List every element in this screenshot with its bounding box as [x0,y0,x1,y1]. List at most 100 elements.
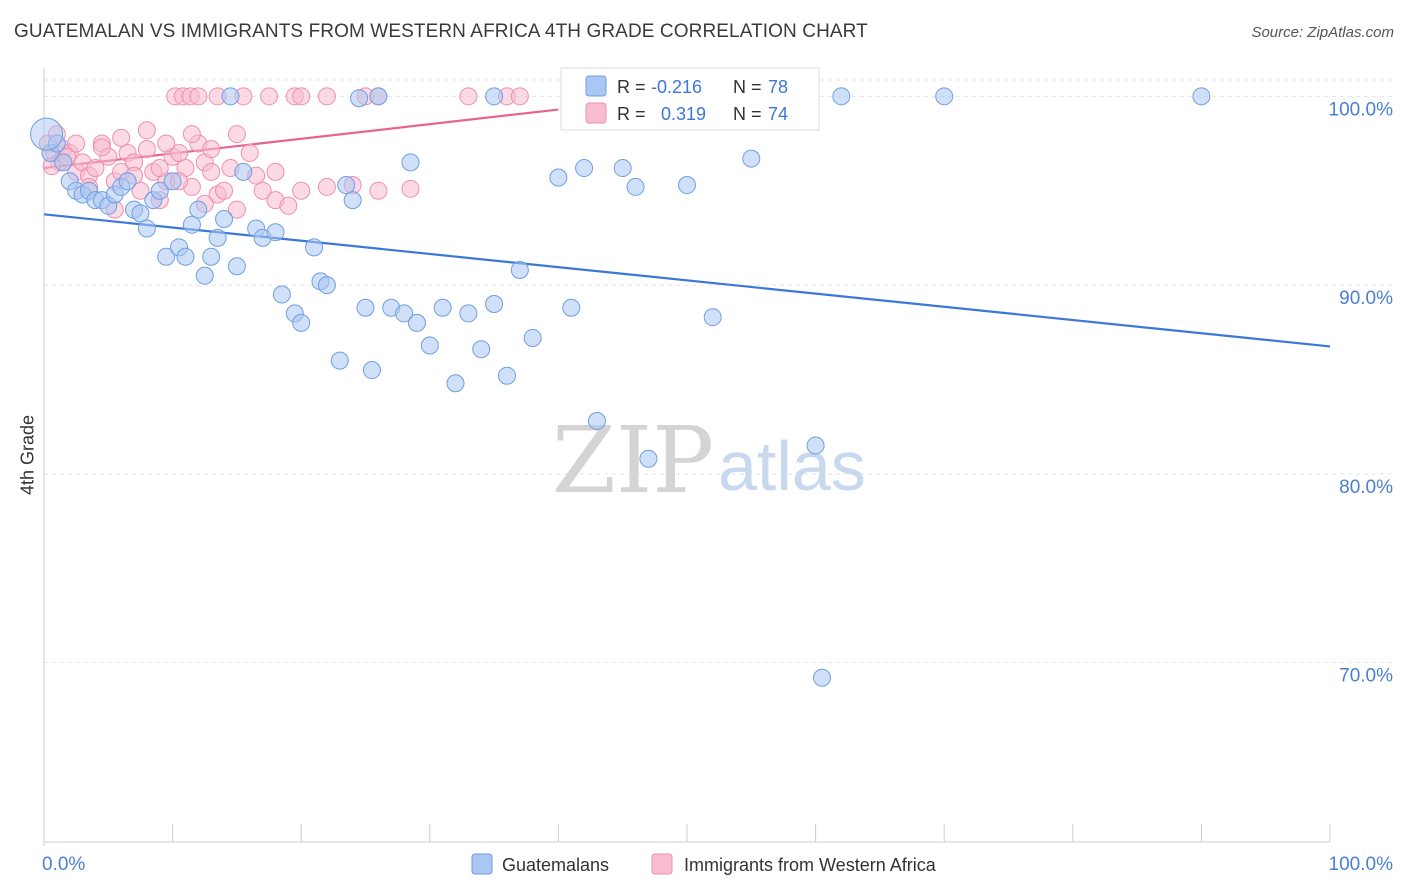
data-points [30,87,1211,687]
point-guatemalans [1192,87,1211,106]
point-guatemalans [523,328,542,347]
point-guatemalans [343,191,362,210]
point-guatemalans [337,176,356,195]
y-tick-label: 80.0% [1339,477,1393,498]
point-guatemalans [832,87,851,106]
point-guatemalans [182,215,201,234]
point-western-africa [253,181,272,200]
point-guatemalans [350,89,369,108]
point-guatemalans [703,308,722,327]
point-guatemalans [369,87,388,106]
source-label: Source: ZipAtlas.com [1251,24,1394,41]
legend-n-value: 74 [768,104,788,124]
point-western-africa [182,125,201,144]
y-tick-label: 90.0% [1339,288,1393,309]
point-guatemalans [562,298,581,317]
point-western-africa [137,140,156,159]
point-western-africa [227,200,246,219]
legend-box: R = -0.216 N = 78 R = 0.319 N = 74 [560,67,820,131]
legend-r-value: -0.216 [651,77,702,97]
point-guatemalans [176,247,195,266]
legend-n-label: N = [733,77,762,97]
point-western-africa [202,162,221,181]
legend-r-label: R = [617,104,646,124]
point-western-africa [86,159,105,178]
point-western-africa [157,134,176,153]
point-guatemalans [407,313,426,332]
point-western-africa [170,143,189,162]
point-western-africa [369,181,388,200]
point-guatemalans [208,228,227,247]
point-guatemalans [446,374,465,393]
point-guatemalans [613,159,632,178]
point-guatemalans [485,87,504,106]
point-guatemalans [485,294,504,313]
y-tick-label: 100.0% [1329,99,1394,120]
y-tick-label: 70.0% [1339,666,1393,687]
point-guatemalans [549,168,568,187]
point-guatemalans [272,285,291,304]
axes [43,68,1331,846]
bottom-legend-label-guatemalans: Guatemalans [502,855,609,875]
point-western-africa [317,177,336,196]
point-guatemalans [30,117,64,151]
point-western-africa [401,179,420,198]
point-guatemalans [510,260,529,279]
point-western-africa [292,87,311,106]
point-western-africa [202,140,221,159]
point-western-africa [137,121,156,140]
point-guatemalans [150,181,169,200]
point-western-africa [227,125,246,144]
point-guatemalans [234,162,253,181]
point-western-africa [150,159,169,178]
point-western-africa [279,196,298,215]
point-guatemalans [497,366,516,385]
bottom-legend-swatch-western-africa [651,853,673,875]
point-western-africa [260,87,279,106]
x-tick-label: 100.0% [1329,854,1394,875]
x-tick-labels: 0.0% 100.0% [42,854,1393,875]
legend-swatch-guatemalans [585,75,607,97]
point-guatemalans [742,149,761,168]
point-guatemalans [575,159,594,178]
point-guatemalans [678,176,696,195]
point-guatemalans [459,304,478,323]
point-guatemalans [221,87,240,106]
watermark-zip: ZIP [552,407,714,514]
legend-n-value: 78 [768,77,788,97]
point-guatemalans [935,87,954,106]
point-guatemalans [131,204,150,223]
point-guatemalans [420,336,439,355]
trend-lines [43,108,1331,348]
point-guatemalans [401,153,420,172]
point-guatemalans [395,304,414,323]
watermark-atlas: atlas [718,427,866,505]
point-guatemalans [54,153,73,172]
point-guatemalans [227,257,246,276]
legend-swatch-western-africa [585,102,607,124]
point-western-africa [459,87,478,106]
point-western-africa [292,181,311,200]
point-guatemalans [266,223,285,242]
point-western-africa [215,181,234,200]
point-guatemalans [356,298,375,317]
point-western-africa [266,162,285,181]
point-guatemalans [215,210,234,229]
point-guatemalans [587,412,606,431]
point-western-africa [189,87,208,106]
y-tick-labels: 70.0% 80.0% 90.0% 100.0% [1329,99,1394,686]
point-western-africa [92,138,111,157]
point-guatemalans [639,449,658,468]
bottom-legend-label-western-africa: Immigrants from Western Africa [684,855,937,875]
bottom-legend: Guatemalans Immigrants from Western Afri… [471,853,937,875]
point-western-africa [240,143,259,162]
trend-line-guatemalans [43,213,1331,348]
point-guatemalans [202,247,221,266]
point-western-africa [112,128,131,147]
point-guatemalans [163,172,182,191]
point-guatemalans [118,172,137,191]
point-guatemalans [813,668,832,687]
point-guatemalans [195,266,214,285]
point-guatemalans [305,238,324,257]
